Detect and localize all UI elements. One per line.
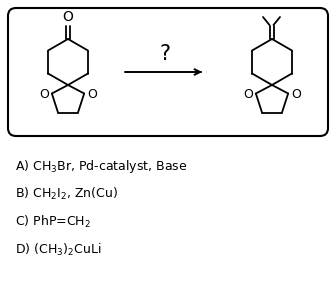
Text: O: O bbox=[39, 88, 49, 101]
Text: O: O bbox=[243, 88, 253, 101]
Text: O: O bbox=[291, 88, 301, 101]
Text: O: O bbox=[87, 88, 97, 101]
Text: A) CH$_3$Br, Pd-catalyst, Base: A) CH$_3$Br, Pd-catalyst, Base bbox=[15, 158, 187, 175]
Text: C) PhP=CH$_2$: C) PhP=CH$_2$ bbox=[15, 214, 91, 230]
Text: O: O bbox=[62, 10, 74, 24]
Text: B) CH$_2$I$_2$, Zn(Cu): B) CH$_2$I$_2$, Zn(Cu) bbox=[15, 186, 118, 202]
Text: ?: ? bbox=[160, 44, 171, 64]
FancyBboxPatch shape bbox=[8, 8, 328, 136]
Text: D) (CH$_3$)$_2$CuLi: D) (CH$_3$)$_2$CuLi bbox=[15, 242, 101, 258]
